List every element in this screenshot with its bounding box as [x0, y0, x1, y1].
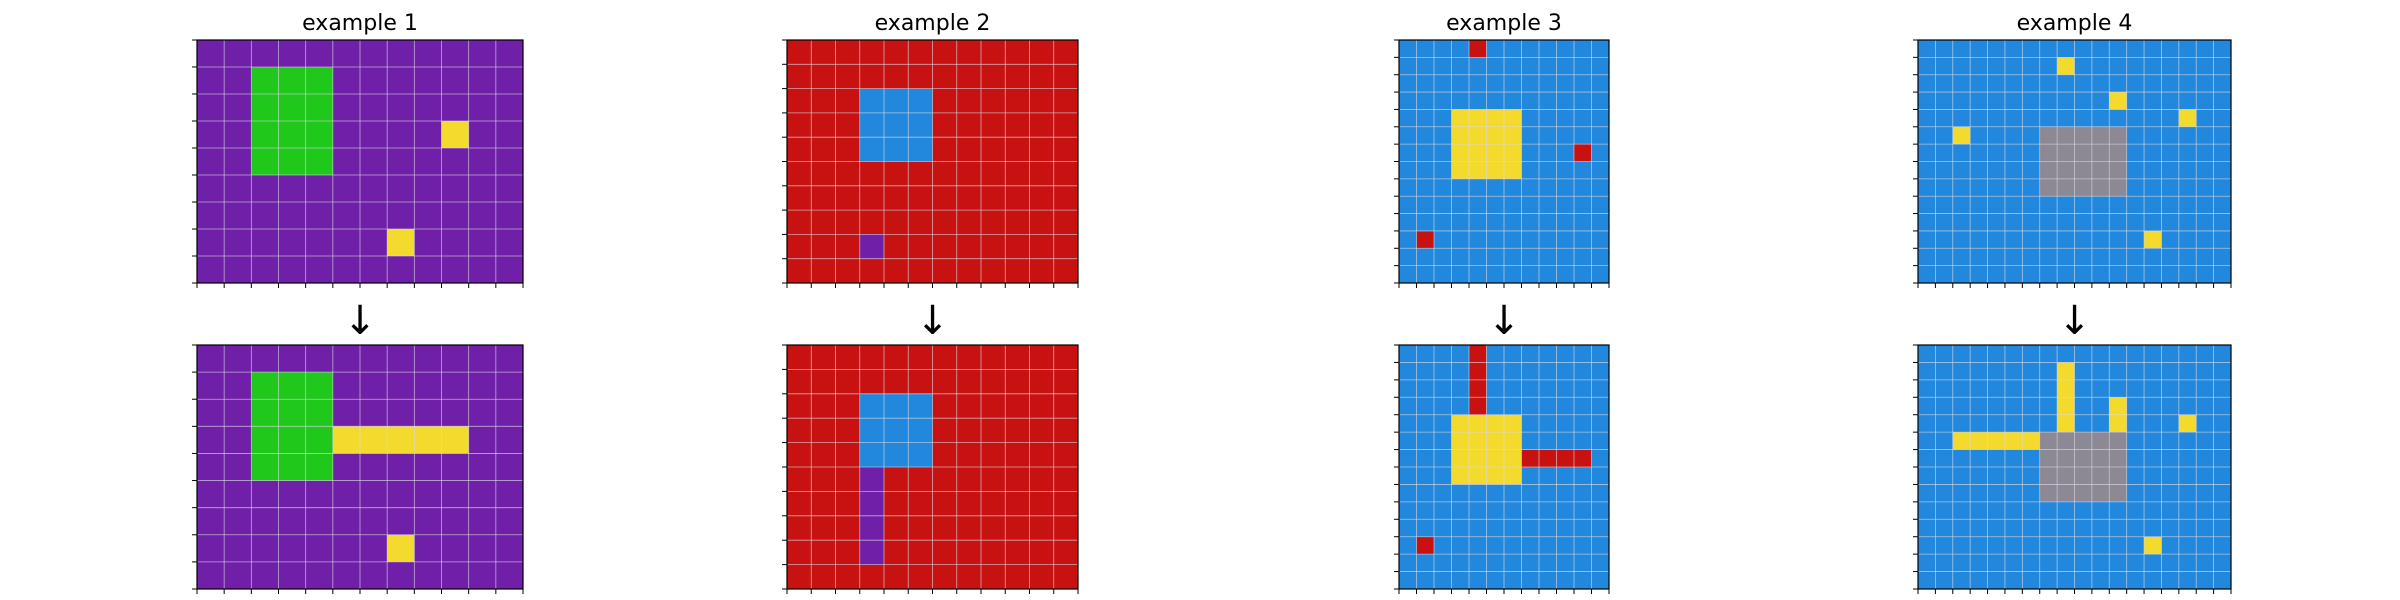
- grid-frame: [196, 39, 524, 284]
- example-title: example 4: [2017, 11, 2133, 36]
- output-grid: [1394, 344, 1610, 594]
- cell-block-yellow: [1952, 432, 2040, 450]
- cell-block-yellow: [2109, 92, 2127, 110]
- cell-block-yellow: [387, 534, 415, 562]
- cell-block-blue: [859, 88, 933, 162]
- down-arrow-icon: ↓: [343, 298, 377, 344]
- output-grid: [782, 344, 1079, 594]
- cell-block-yellow: [2178, 414, 2197, 433]
- grid-frame: [786, 344, 1079, 590]
- cell-block-yellow: [2057, 57, 2075, 75]
- cell-block-yellow: [2178, 109, 2197, 127]
- grid-frame: [1398, 39, 1610, 284]
- grid-frame: [1917, 344, 2232, 590]
- grid-frame: [786, 39, 1079, 284]
- cell-block-red: [1574, 144, 1592, 162]
- output-grid: [192, 344, 524, 594]
- cell-block-yellow: [2144, 536, 2162, 555]
- input-grid: [1913, 39, 2232, 288]
- example-title: example 1: [302, 11, 418, 36]
- cell-block-blue: [859, 393, 933, 467]
- output-grid: [1913, 344, 2232, 594]
- cell-block-purple: [859, 234, 884, 259]
- cell-block-red: [1416, 230, 1434, 249]
- cell-block-yellow: [387, 229, 415, 256]
- down-arrow-icon: ↓: [916, 298, 950, 344]
- grid-frame: [1398, 344, 1610, 590]
- input-grid: [192, 39, 524, 288]
- example-title: example 2: [875, 11, 991, 36]
- cell-block-red: [1469, 40, 1487, 58]
- grid-frame: [196, 344, 524, 590]
- cell-block-yellow: [332, 426, 469, 454]
- down-arrow-icon: ↓: [1487, 298, 1521, 344]
- cell-block-red: [1416, 536, 1434, 555]
- grid-frame: [1917, 39, 2232, 284]
- example-title: example 3: [1446, 11, 1562, 36]
- input-grid: [1394, 39, 1610, 288]
- down-arrow-icon: ↓: [2058, 298, 2092, 344]
- input-grid: [782, 39, 1079, 288]
- cell-block-yellow: [2144, 230, 2162, 249]
- cell-block-yellow: [441, 121, 469, 148]
- cell-block-yellow: [1952, 126, 1971, 145]
